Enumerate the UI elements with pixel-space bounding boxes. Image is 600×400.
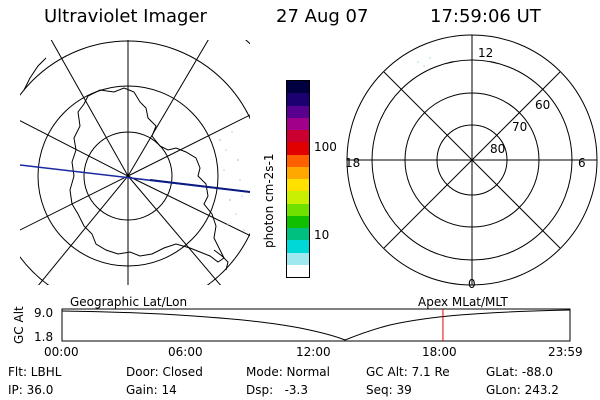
aurora-speckle	[218, 131, 245, 231]
info-seq: Seq: 39	[366, 383, 412, 397]
timeline-xtick-1200: 12:00	[296, 345, 331, 359]
mlat-label-60: 60	[535, 98, 551, 112]
info-gain: Gain: 14	[126, 383, 177, 397]
info-mode: Mode: Normal	[246, 365, 330, 379]
colorbar-unit-label: photon cm-2s-1	[262, 154, 276, 249]
mlt-label-12: 12	[478, 46, 494, 60]
colorbar-swatch	[287, 264, 309, 277]
info-door: Door: Closed	[126, 365, 203, 379]
info-gcalt: GC Alt: 7.1 Re	[366, 365, 450, 379]
timeline-plot	[61, 308, 571, 342]
date-label: 27 Aug 07	[276, 6, 369, 27]
timeline-geo-label: Geographic Lat/Lon	[70, 295, 188, 309]
timeline-apex-label: Apex MLat/MLT	[418, 295, 508, 309]
instrument-title: Ultraviolet Imager	[44, 6, 207, 27]
gc-alt-text: GC Alt	[12, 306, 26, 344]
timeline-ytick-bottom: 1.8	[34, 330, 54, 344]
colorbar-swatch	[287, 81, 309, 94]
colorbar-swatch	[287, 142, 309, 155]
colorbar-swatch	[287, 130, 309, 143]
timeline-xtick-2359: 23:59	[548, 345, 583, 359]
colorbar-swatch	[287, 166, 309, 179]
colorbar-swatch	[287, 191, 309, 204]
colorbar-swatch	[287, 105, 309, 118]
colorbar-swatch	[287, 93, 309, 106]
color-bar	[286, 80, 310, 278]
colorbar-swatch	[287, 154, 309, 167]
colorbar-swatch	[287, 228, 309, 241]
colorbar-swatch	[287, 179, 309, 192]
mlt-label-0: 0	[468, 277, 476, 291]
timeline-ytick-top: 9.0	[34, 306, 54, 320]
mlat-label-80: 80	[490, 142, 506, 156]
colorbar-tick-100: 100	[314, 140, 337, 154]
info-flt: Flt: LBHL	[8, 365, 62, 379]
altitude-curve	[61, 309, 571, 341]
time-label: 17:59:06 UT	[430, 6, 541, 27]
info-glat: GLat: -88.0	[486, 365, 553, 379]
info-ip: IP: 36.0	[8, 383, 54, 397]
colorbar-swatch	[287, 203, 309, 216]
mlt-label-6: 6	[578, 156, 586, 170]
mlt-label-18: 18	[345, 156, 361, 170]
polar-plot	[346, 34, 598, 286]
timeline-xtick-1800: 18:00	[422, 345, 457, 359]
colorbar-swatch	[287, 117, 309, 130]
timeline-xtick-0000: 00:00	[44, 345, 79, 359]
timeline-y-axis-label: GC Alt	[12, 306, 26, 344]
info-dsp: Dsp: -3.3	[246, 383, 309, 397]
colorbar-swatch	[287, 240, 309, 253]
mlat-label-70: 70	[512, 120, 528, 134]
track-line	[19, 164, 251, 193]
antarctica-coastline	[69, 87, 225, 263]
colorbar-swatch	[287, 252, 309, 265]
timeline-xtick-0600: 06:00	[168, 345, 203, 359]
colorbar-swatch	[287, 215, 309, 228]
info-glon: GLon: 243.2	[486, 383, 559, 397]
colorbar-tick-10: 10	[314, 228, 330, 242]
colorbar-unit-text: photon cm-2s-1	[262, 153, 276, 249]
